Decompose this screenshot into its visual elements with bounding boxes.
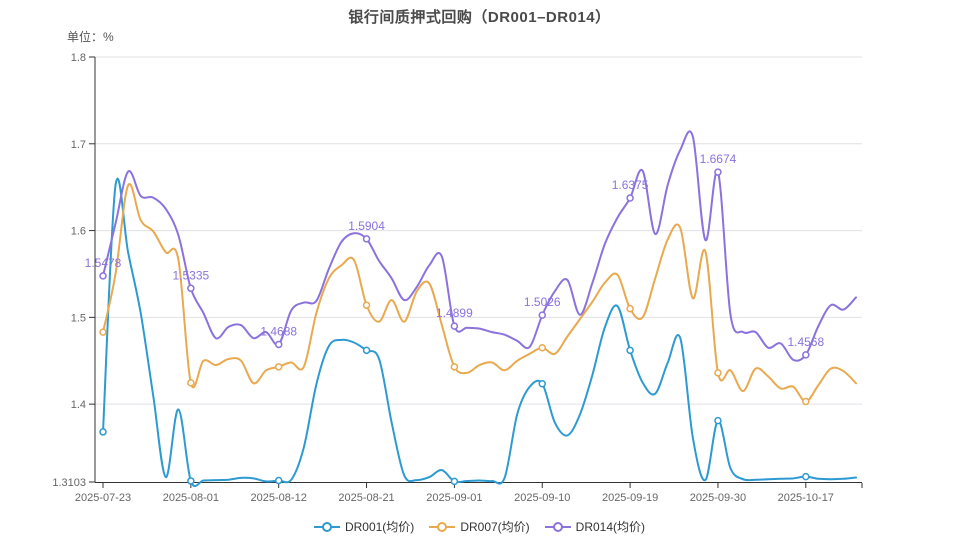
- x-axis-label: 2025-09-19: [602, 492, 658, 504]
- annotation-label: 1.5904: [348, 219, 385, 233]
- y-axis-label: 1.5: [71, 312, 86, 324]
- data-point-marker-dr014[interactable]: [99, 272, 107, 280]
- annotation-label: 1.5478: [85, 256, 122, 270]
- legend-item-label: DR007(均价): [460, 520, 530, 534]
- data-point-marker-dr007[interactable]: [626, 304, 634, 313]
- annotation-label: 1.4688: [260, 324, 297, 338]
- y-axis-label: 1.4: [71, 399, 86, 411]
- data-point-marker-dr007[interactable]: [99, 328, 107, 336]
- legend-item-label: DR014(均价): [575, 520, 646, 534]
- data-point-marker-dr014[interactable]: [714, 168, 722, 176]
- data-point-marker-dr007[interactable]: [274, 363, 283, 371]
- data-point-marker-dr001[interactable]: [450, 477, 459, 486]
- data-point-marker-dr001[interactable]: [538, 380, 546, 388]
- data-point-marker-dr014[interactable]: [626, 194, 634, 202]
- data-point-marker-dr007[interactable]: [362, 301, 371, 309]
- data-point-marker-dr014[interactable]: [538, 311, 546, 319]
- data-point-marker-dr007[interactable]: [450, 363, 459, 371]
- y-axis-label: 1.3103: [52, 477, 86, 489]
- x-axis-label: 2025-10-17: [778, 492, 834, 504]
- x-axis-label: 2025-09-10: [514, 492, 570, 504]
- data-point-marker-dr001[interactable]: [714, 416, 722, 425]
- annotation-label: 1.4899: [436, 306, 473, 320]
- annotation-label: 1.6674: [700, 152, 737, 166]
- legend-item-label: DR001(均价): [344, 520, 415, 534]
- data-point-marker-dr014[interactable]: [450, 322, 459, 330]
- data-point-marker-dr007[interactable]: [187, 379, 195, 387]
- legend-item-dr007[interactable]: DR007(均价): [429, 518, 530, 535]
- annotation-label: 1.6375: [612, 178, 649, 192]
- y-axis-label: 1.6: [71, 226, 86, 238]
- data-point-marker-dr007[interactable]: [802, 397, 810, 406]
- data-point-marker-dr001[interactable]: [802, 472, 810, 481]
- data-point-marker-dr007[interactable]: [538, 343, 546, 352]
- data-point-marker-dr007[interactable]: [714, 369, 722, 377]
- data-point-marker-dr014[interactable]: [802, 351, 810, 359]
- data-point-marker-dr001[interactable]: [362, 346, 371, 355]
- chart-title: 银行间质押式回购（DR001–DR014）: [348, 9, 611, 26]
- data-point-marker-dr001[interactable]: [274, 476, 283, 485]
- legend-item-dr014[interactable]: DR014(均价): [544, 518, 646, 535]
- data-point-markers: [99, 168, 810, 486]
- x-axis-label: 2025-09-30: [690, 492, 746, 504]
- series-line-dr001[interactable]: [102, 177, 857, 488]
- x-axis-label: 2025-08-12: [251, 492, 307, 504]
- chart-legend: DR001(均价) DR007(均价) DR014(均价): [0, 518, 959, 535]
- legend-line-icon: [544, 521, 571, 532]
- series-line-dr007[interactable]: [102, 183, 857, 403]
- data-point-marker-dr001[interactable]: [99, 428, 107, 436]
- y-axis-label: 1.8: [71, 52, 86, 64]
- y-axis-label: 1.7: [71, 139, 86, 151]
- unit-label: 单位：%: [67, 30, 114, 44]
- x-axis-label: 2025-08-21: [338, 492, 394, 504]
- annotations: 1.5478 1.5335 1.4688 1.5904 1.4899 1.5026 1.63…: [85, 152, 825, 349]
- legend-item-dr001[interactable]: DR001(均价): [313, 518, 415, 535]
- legend-line-icon: [313, 521, 340, 532]
- data-point-marker-dr014[interactable]: [362, 235, 371, 243]
- x-axis-label: 2025-08-01: [163, 492, 219, 504]
- gridlines: [95, 56, 862, 405]
- annotation-label: 1.5335: [172, 268, 209, 282]
- data-point-marker-dr014[interactable]: [187, 284, 195, 293]
- data-point-marker-dr001[interactable]: [187, 477, 195, 485]
- x-axis-label: 2025-09-01: [426, 492, 482, 504]
- annotation-label: 1.5026: [524, 295, 561, 309]
- legend-line-icon: [429, 521, 456, 532]
- x-axis-label: 2025-07-23: [75, 492, 131, 504]
- annotation-label: 1.4568: [787, 335, 824, 349]
- series-line-dr014[interactable]: [102, 130, 857, 362]
- axes: 1.8 1.7 1.6 1.5 1.4 1.3103 2025-07-23 2025-08-0…: [52, 52, 863, 504]
- data-point-marker-dr014[interactable]: [274, 340, 283, 349]
- data-point-marker-dr001[interactable]: [626, 346, 634, 355]
